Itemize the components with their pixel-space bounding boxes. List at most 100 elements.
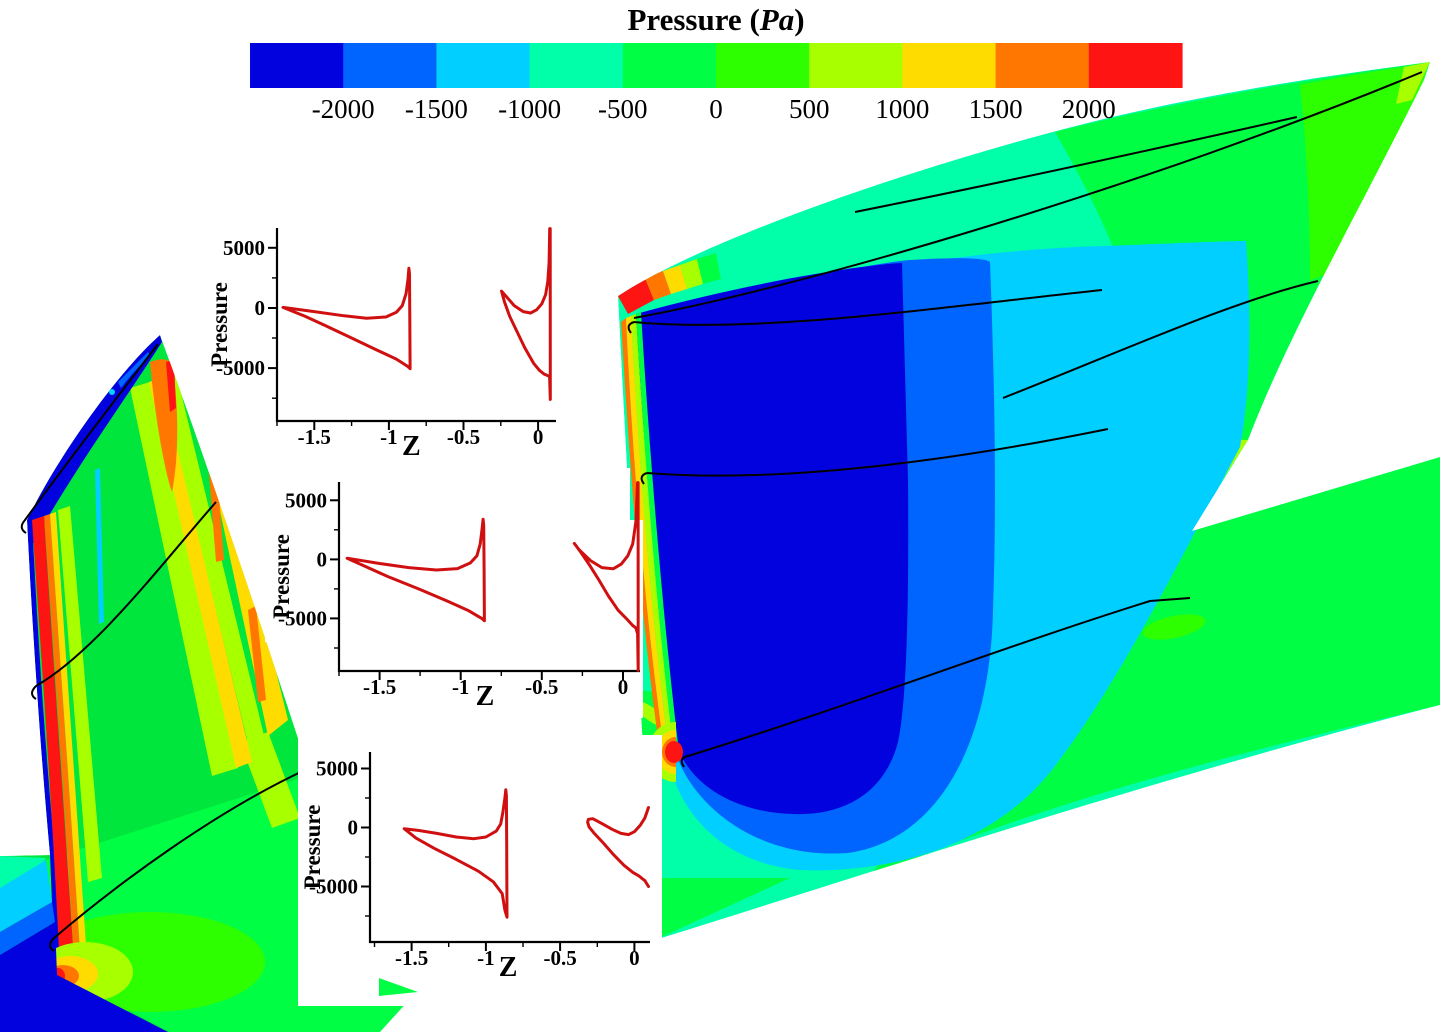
colorbar-segment — [436, 43, 531, 88]
body-cyan-sliver — [95, 468, 104, 624]
x-tick-label: -0.5 — [543, 946, 576, 970]
inset-y-axis-label: Pressure — [300, 805, 325, 890]
colorbar-segment — [902, 43, 997, 88]
inset-panel — [265, 468, 643, 718]
colorbar-segment — [995, 43, 1090, 88]
le-fan-chartreuse — [680, 259, 703, 289]
colorbar-segment — [250, 43, 344, 88]
x-tick-label: 0 — [629, 946, 640, 970]
pressure-curve-blade-section-loop — [402, 788, 509, 919]
x-tick-label: 0 — [533, 425, 544, 449]
colorbar-tick-label: -1500 — [405, 94, 468, 124]
crescent-cyan-dot — [109, 389, 115, 395]
x-tick-label: -1 — [452, 675, 470, 699]
le-fan-yellow — [663, 265, 687, 294]
y-tick-label: 0 — [255, 296, 266, 320]
colorbar-tick-label: -2000 — [312, 94, 375, 124]
section-line-left-hub — [49, 769, 306, 952]
colorbar-tick-label: 0 — [709, 94, 723, 124]
foot-stagnation-red — [665, 741, 683, 763]
colorbar-segment — [809, 43, 903, 88]
y-tick-label: -5000 — [278, 606, 327, 630]
le-orange-sliver — [44, 514, 80, 958]
inset-panel — [212, 213, 562, 453]
title-prefix: Pressure ( — [627, 2, 759, 37]
hub-left-cyan — [0, 860, 52, 932]
section-line-hub — [680, 597, 1191, 768]
right-blade-section-lines — [627, 71, 1423, 768]
hub-left-dark — [0, 922, 168, 1032]
title-unit: Pa — [759, 2, 794, 37]
y-tick-label: 0 — [317, 547, 328, 571]
hub-left-blue — [0, 902, 55, 955]
colorbar-segment — [1088, 43, 1183, 88]
colorbar-tick-label: 500 — [789, 94, 830, 124]
section-line-left-mid — [31, 501, 217, 700]
inset-axes — [368, 752, 650, 944]
body-streak-chartreuse-2 — [160, 372, 268, 760]
body-streak-yellow-1 — [149, 378, 252, 768]
section-line-mid-face — [640, 428, 1109, 485]
x-tick-label: 0 — [618, 675, 629, 699]
le-strip-orange — [621, 318, 664, 748]
le-stagnation-red — [618, 278, 654, 314]
inset-x-axis-label: Z — [476, 681, 495, 712]
x-tick-label: -0.5 — [447, 425, 480, 449]
wake-spot — [1142, 614, 1206, 640]
y-tick-label: 0 — [348, 816, 359, 840]
te-red-sliver — [166, 360, 176, 412]
x-tick-label: -1 — [477, 946, 495, 970]
pressure-curve-trailing-edge-lower — [587, 825, 650, 888]
pressure-curve-trailing-edge-loop — [500, 227, 552, 401]
colorbar-segment — [343, 43, 437, 88]
suction-dark-core — [636, 263, 909, 815]
hub-corner-patch — [379, 978, 418, 996]
le-fan-green — [697, 253, 721, 284]
section-line-tip-face — [627, 289, 1103, 334]
section-line-mid-upper — [1002, 280, 1319, 399]
inset-x-axis-label: Z — [402, 431, 421, 462]
section-line-shroud-2 — [633, 71, 1423, 319]
colorbar-segment — [716, 43, 810, 88]
crescent-blue-sliver — [118, 352, 150, 388]
x-tick-label: -1.5 — [363, 675, 396, 699]
title-suffix: ) — [794, 2, 804, 37]
section-line-left-tip — [20, 343, 159, 534]
colorbar-segment — [622, 43, 717, 88]
hub-corner-green — [652, 878, 790, 940]
colorbar-tick-label: -500 — [598, 94, 648, 124]
le-strip-chartreuse — [631, 314, 674, 751]
le-strip-green — [636, 312, 679, 752]
inset-x-axis-label: Z — [499, 952, 518, 983]
left-blade-section-lines — [20, 343, 306, 952]
colorbar-tick-label: 1500 — [969, 94, 1023, 124]
le-red-band — [32, 516, 74, 972]
le-strip-yellow — [626, 316, 669, 750]
te-orange-sliver-2 — [248, 606, 266, 702]
body-streak-chartreuse-1 — [130, 382, 238, 776]
section-line-shroud-1 — [854, 116, 1298, 213]
y-tick-label: -5000 — [309, 875, 358, 899]
x-tick-label: -1.5 — [298, 425, 331, 449]
x-tick-label: -1 — [380, 425, 398, 449]
colorbar-tick-label: 2000 — [1062, 94, 1116, 124]
pressure-curve-trailing-edge-upper — [586, 806, 650, 837]
colorbar-tick-label: 1000 — [875, 94, 929, 124]
tip-bright-band — [1300, 64, 1428, 280]
pressure-curve-blade-section-loop — [345, 517, 486, 623]
x-tick-label: -1.5 — [395, 946, 428, 970]
right-blade-contour — [618, 62, 1440, 940]
inset-y-axis-label: Pressure — [207, 282, 232, 367]
colorbar: -2000 -1500 -1000 -500 0 500 1000 1500 2000 — [250, 43, 1183, 124]
pressure-curve-blade-section-loop — [281, 266, 412, 371]
le-edge-blue — [27, 520, 61, 975]
figure-title: Pressure (Pa) — [627, 2, 804, 37]
tip-crescent-dark — [27, 335, 162, 545]
le-yellow-sliver — [50, 512, 86, 950]
le-fan-orange — [645, 271, 671, 300]
